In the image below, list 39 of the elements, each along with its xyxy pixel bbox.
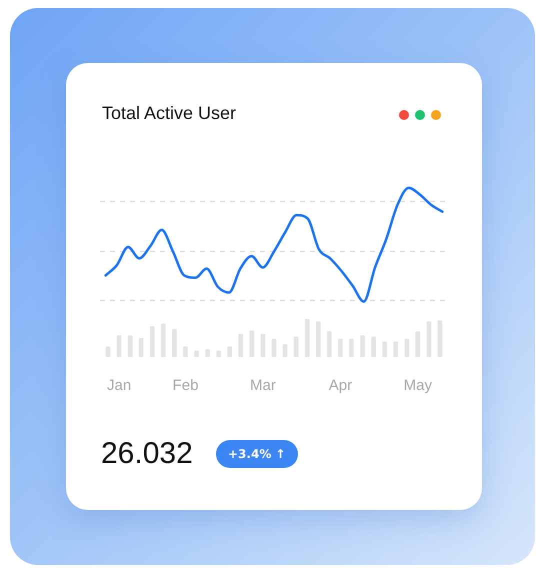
bar (316, 321, 321, 357)
bar (250, 330, 254, 357)
bar (393, 341, 398, 357)
bar (338, 338, 343, 357)
bar (260, 334, 266, 357)
bar (106, 346, 110, 357)
bar (360, 335, 365, 357)
bar (304, 319, 310, 357)
bar (382, 341, 387, 357)
text: +3.4% ↑ (216, 440, 298, 468)
bar (238, 334, 244, 357)
x-tick-label: Feb (172, 377, 198, 394)
bar (205, 349, 210, 357)
bar (294, 336, 298, 357)
x-tick-label: May (404, 377, 433, 394)
bar (282, 344, 288, 357)
bar (438, 320, 442, 357)
bar (227, 346, 232, 357)
bar (349, 338, 354, 357)
bar (326, 331, 332, 357)
x-tick-label: Mar (250, 377, 276, 394)
bar (194, 350, 199, 357)
bar (172, 328, 177, 357)
bar (371, 336, 376, 357)
bar (183, 346, 188, 357)
bar (416, 331, 420, 357)
bar (150, 326, 155, 357)
bar (272, 338, 276, 357)
bar (138, 338, 144, 357)
text: 26.032 (101, 437, 193, 471)
bar (128, 335, 132, 357)
bar (426, 321, 432, 357)
x-tick-label: Apr (328, 377, 352, 394)
bar (216, 350, 222, 357)
x-tick-label: Jan (106, 377, 132, 394)
bar (404, 338, 410, 357)
chart-title: Total Active User (102, 103, 236, 124)
bar (161, 324, 166, 357)
bar (116, 335, 122, 357)
